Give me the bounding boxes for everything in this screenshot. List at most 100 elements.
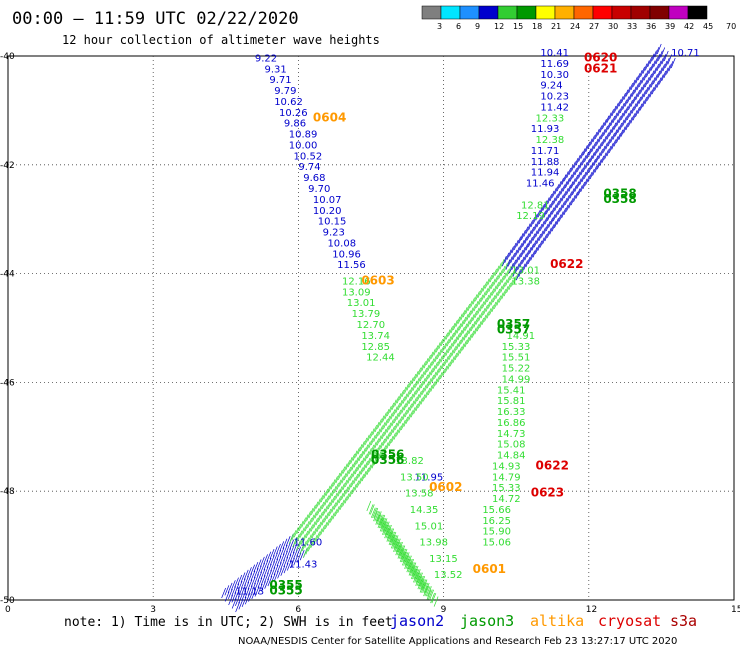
colorbar-swatch bbox=[516, 5, 537, 20]
track-mark bbox=[323, 488, 328, 500]
track-mark bbox=[506, 266, 512, 277]
satellite-legend: jason2 jason3 altika cryosat s3a bbox=[390, 612, 697, 630]
track-mark bbox=[452, 336, 458, 347]
track-mark bbox=[593, 138, 599, 150]
track-mark bbox=[549, 190, 555, 202]
track-mark bbox=[387, 531, 393, 542]
track-mark bbox=[267, 563, 272, 575]
track-mark bbox=[414, 572, 420, 583]
jason2-point: 9.31 bbox=[265, 64, 287, 75]
track-mark bbox=[473, 317, 479, 328]
track-mark bbox=[340, 466, 346, 477]
track-mark bbox=[448, 326, 453, 337]
track-mark bbox=[438, 338, 444, 350]
track-mark bbox=[511, 259, 517, 271]
track-mark bbox=[292, 543, 298, 554]
track-mark bbox=[578, 151, 583, 162]
track-mark bbox=[593, 155, 599, 166]
track-mark bbox=[366, 441, 371, 452]
track-mark bbox=[478, 311, 483, 322]
jason3-point: 13.38 bbox=[511, 276, 540, 287]
track-mark bbox=[513, 239, 519, 250]
track-mark bbox=[234, 583, 240, 594]
colorbar-label: 18 bbox=[532, 22, 542, 31]
track-mark bbox=[313, 501, 319, 512]
track-mark bbox=[457, 329, 463, 341]
track-mark bbox=[524, 233, 530, 244]
track-mark bbox=[298, 537, 304, 548]
track-mark bbox=[533, 237, 539, 248]
track-mark bbox=[432, 378, 438, 389]
track-mark bbox=[431, 371, 437, 383]
track-mark bbox=[341, 473, 347, 484]
jason3-point: 15.66 bbox=[482, 505, 511, 516]
track-mark bbox=[579, 175, 584, 186]
s3a-point: 0356 bbox=[371, 453, 404, 467]
jason3-point: 13.74 bbox=[361, 331, 390, 342]
track-mark bbox=[344, 493, 350, 504]
track-mark bbox=[417, 390, 422, 402]
track-mark bbox=[360, 440, 365, 452]
track-mark bbox=[568, 181, 574, 192]
track-mark bbox=[491, 301, 497, 313]
track-mark bbox=[513, 256, 519, 267]
track-mark bbox=[573, 174, 579, 186]
track-mark bbox=[386, 405, 392, 417]
s3a-point: 0357 bbox=[497, 317, 530, 331]
track-mark bbox=[390, 425, 395, 437]
track-mark bbox=[516, 236, 521, 247]
track-mark bbox=[256, 559, 262, 570]
track-mark bbox=[624, 96, 630, 107]
track-mark bbox=[406, 380, 412, 391]
legend-cryosat: cryosat bbox=[598, 612, 661, 630]
track-mark bbox=[409, 565, 415, 576]
track-mark bbox=[334, 482, 339, 494]
track-mark bbox=[548, 200, 554, 212]
track-mark bbox=[529, 243, 534, 254]
track-mark bbox=[559, 194, 564, 205]
track-mark bbox=[535, 243, 540, 255]
track-mark bbox=[648, 80, 654, 91]
track-mark bbox=[653, 57, 658, 68]
track-mark bbox=[601, 152, 607, 163]
track-mark bbox=[617, 106, 623, 117]
track-mark bbox=[399, 551, 405, 563]
track-mark bbox=[390, 409, 396, 420]
track-mark bbox=[424, 586, 430, 597]
track-mark bbox=[652, 50, 657, 61]
track-mark bbox=[591, 158, 596, 170]
track-mark bbox=[475, 291, 480, 302]
track-mark bbox=[260, 562, 265, 574]
track-mark bbox=[382, 524, 387, 535]
altika-point: 0602 bbox=[429, 480, 462, 494]
track-mark bbox=[359, 457, 365, 468]
track-mark bbox=[590, 135, 595, 146]
track-mark bbox=[590, 152, 595, 163]
track-mark bbox=[445, 345, 451, 357]
jason2-point: 10.23 bbox=[540, 92, 569, 103]
track-mark bbox=[587, 172, 593, 183]
track-mark bbox=[420, 394, 426, 405]
colorbar-swatch bbox=[611, 5, 632, 20]
legend-s3a: s3a bbox=[670, 612, 697, 630]
track-mark bbox=[304, 537, 310, 548]
track-mark bbox=[374, 421, 380, 433]
track-mark bbox=[273, 558, 279, 569]
track-mark bbox=[380, 518, 385, 529]
track-mark bbox=[396, 393, 402, 404]
track-mark bbox=[471, 304, 476, 315]
track-mark bbox=[561, 208, 566, 219]
track-mark bbox=[340, 483, 345, 494]
jason2-point: 11.46 bbox=[526, 179, 555, 190]
track-mark bbox=[509, 246, 514, 257]
track-mark bbox=[456, 339, 461, 351]
track-mark bbox=[234, 577, 239, 588]
track-mark bbox=[430, 381, 436, 392]
track-mark bbox=[555, 190, 561, 202]
track-mark bbox=[649, 53, 655, 64]
track-mark bbox=[537, 240, 543, 251]
track-mark bbox=[557, 187, 563, 198]
track-mark bbox=[293, 527, 299, 538]
cryosat-point: 0622 bbox=[550, 257, 583, 271]
